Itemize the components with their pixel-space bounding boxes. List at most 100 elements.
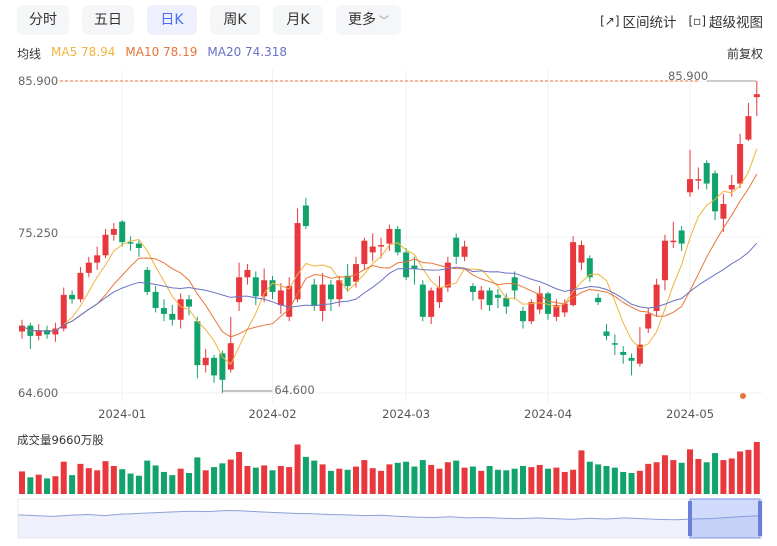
candle-body	[202, 357, 209, 366]
volume-bar	[620, 471, 627, 494]
volume-bar	[353, 466, 359, 494]
volume-bar	[444, 462, 451, 494]
chevron-down-icon: ﹀	[376, 16, 390, 27]
x-tick-label: 2024-04	[524, 407, 572, 421]
low-marker-line	[221, 390, 273, 393]
candle-body	[144, 269, 151, 292]
candle-body	[494, 294, 501, 298]
ma10-value: MA10 78.19	[125, 45, 198, 59]
candle-body	[611, 343, 618, 345]
tab-monthly-k[interactable]: 月K	[273, 5, 323, 35]
candle-body	[520, 310, 526, 322]
volume-bar	[687, 449, 693, 494]
candle-body	[211, 357, 218, 376]
candle-body	[327, 284, 334, 300]
candle-body	[695, 179, 702, 181]
volume-bar	[486, 466, 493, 494]
candle-body	[728, 185, 735, 190]
candle-body	[745, 116, 752, 140]
volume-bar	[110, 466, 117, 494]
navigator-handle-right[interactable]	[758, 501, 762, 536]
volume-bar	[169, 475, 176, 494]
x-tick-label: 2024-03	[382, 407, 430, 421]
candle-body	[570, 242, 577, 306]
volume-bar	[311, 460, 318, 494]
candle-body	[135, 243, 142, 248]
volume-bar	[378, 470, 385, 494]
navigator-selection[interactable]	[689, 498, 761, 539]
navigator-handle-left[interactable]	[688, 501, 692, 536]
volume-bar	[94, 470, 101, 494]
volume-bar	[753, 442, 760, 494]
toolbar: [↗] 区间统计 [▫] 超级视图	[600, 11, 763, 31]
volume-bar	[411, 466, 418, 494]
volume-bar	[244, 466, 251, 494]
volume-bar	[69, 475, 76, 494]
candle-body	[277, 290, 284, 306]
candle-body	[252, 277, 259, 297]
volume-bar	[127, 473, 134, 494]
volume-bar	[144, 460, 151, 494]
volume-bar	[494, 469, 501, 494]
y-tick-label: 85.900	[18, 74, 58, 88]
ma-legend-title: 均线	[17, 47, 42, 61]
navigator-area	[18, 510, 762, 538]
tab-more[interactable]: 更多 ﹀	[336, 5, 402, 35]
volume-bar	[536, 464, 543, 494]
volume-bar	[236, 452, 243, 494]
candle-body	[52, 328, 59, 335]
candle-body	[378, 245, 385, 247]
candle-body	[353, 264, 359, 282]
tab-daily-k[interactable]: 日K	[147, 5, 197, 35]
volume-bar	[261, 465, 268, 494]
candle-body	[653, 284, 660, 311]
range-stat-button[interactable]: [↗] 区间统计	[600, 11, 676, 31]
candle-body	[720, 204, 727, 219]
adjust-mode[interactable]: 前复权	[726, 47, 763, 61]
volume-bar	[52, 476, 59, 494]
volume-bar	[327, 470, 334, 494]
candle-body	[344, 275, 351, 287]
volume-bar	[670, 460, 677, 494]
volume-bar	[595, 464, 602, 494]
volume-bar	[152, 465, 159, 494]
y-tick-label: 75.250	[18, 226, 58, 240]
volume-bar	[678, 462, 685, 494]
candle-body	[703, 163, 710, 184]
candle-body	[403, 252, 410, 278]
volume-bar	[653, 462, 660, 494]
volume-bar	[27, 477, 34, 494]
candle-body	[19, 325, 25, 332]
candle-body	[687, 179, 693, 193]
volume-bar	[202, 470, 209, 494]
navigator-line	[17, 509, 763, 521]
volume-bar	[186, 473, 192, 494]
volume-bar	[60, 461, 67, 494]
candle-body	[670, 240, 677, 243]
candle-body	[269, 280, 276, 292]
volume-bar	[603, 466, 610, 494]
event-dot-icon	[740, 393, 746, 399]
volume-bar	[227, 459, 234, 494]
ma20-line	[21, 242, 758, 332]
volume-bar	[453, 460, 460, 494]
volume-bar	[703, 462, 710, 494]
super-view-icon: [▫]	[688, 14, 707, 28]
volume-bar	[712, 453, 719, 494]
tab-weekly-k[interactable]: 周K	[210, 5, 260, 35]
volume-bar	[336, 468, 343, 494]
candle-body	[44, 330, 51, 335]
tab-intraday[interactable]: 分时	[17, 5, 69, 35]
volume-bar	[286, 467, 293, 494]
candle-body	[35, 330, 42, 336]
candle-body	[294, 223, 301, 300]
candle-body	[169, 313, 176, 320]
tab-five-day[interactable]: 五日	[82, 5, 134, 35]
volume-bar	[361, 460, 368, 494]
candle-body	[77, 272, 84, 300]
volume-bar	[319, 464, 326, 494]
super-view-button[interactable]: [▫] 超级视图	[689, 11, 764, 31]
volume-bar	[553, 467, 560, 494]
candle-body	[261, 280, 268, 297]
